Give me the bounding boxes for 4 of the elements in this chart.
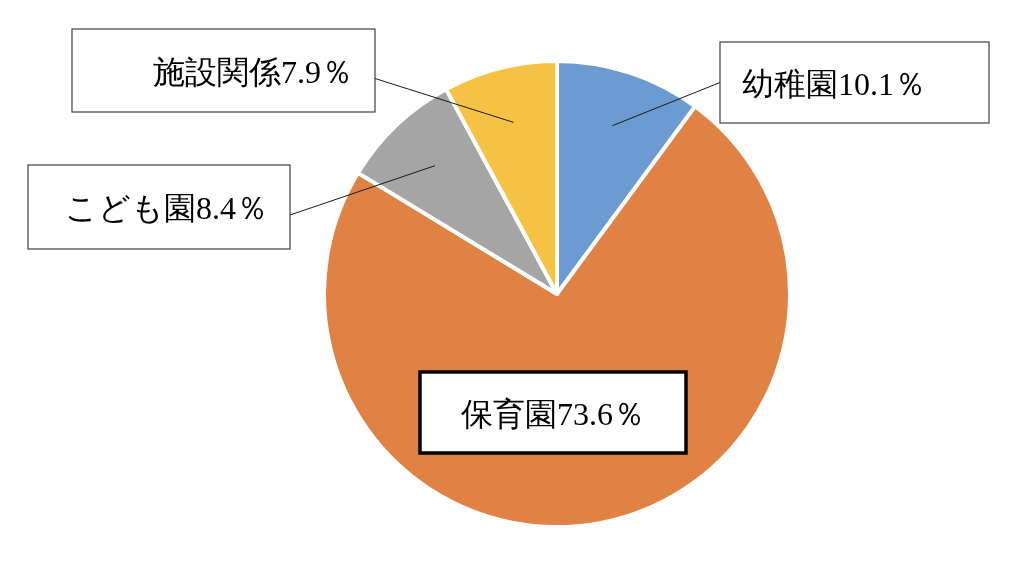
slice-label: 施設関係7.9％ <box>153 53 353 90</box>
slice-label: 幼稚園10.1％ <box>742 65 926 102</box>
slice-label: 保育園73.6％ <box>461 395 645 432</box>
slice-label: こども園8.4％ <box>65 190 268 226</box>
